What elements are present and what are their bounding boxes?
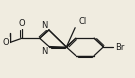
Text: O: O [3,38,9,47]
Text: Br: Br [115,43,125,52]
Text: N: N [41,47,48,56]
Text: N: N [41,21,48,30]
Text: O: O [19,19,25,28]
Text: Cl: Cl [78,17,87,26]
